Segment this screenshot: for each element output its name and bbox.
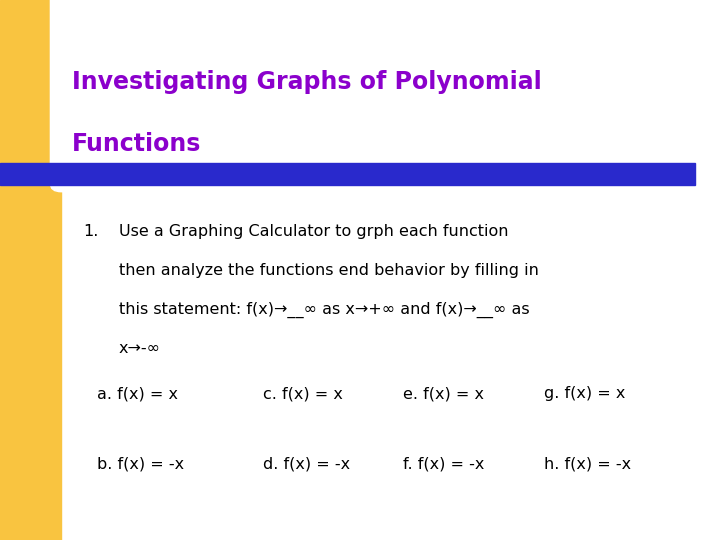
FancyBboxPatch shape	[50, 0, 720, 192]
Text: Use a Graphing Calculator to grph each function: Use a Graphing Calculator to grph each f…	[119, 224, 508, 239]
Text: g. f(x) = x: g. f(x) = x	[544, 386, 625, 401]
Text: d. f(x) = -x: d. f(x) = -x	[263, 456, 350, 471]
Text: a. f(x) = x: a. f(x) = x	[97, 386, 179, 401]
Text: 1.: 1.	[83, 224, 98, 239]
Text: x→-∞: x→-∞	[119, 341, 161, 356]
Text: Investigating Graphs of Polynomial: Investigating Graphs of Polynomial	[72, 70, 541, 94]
Text: c. f(x) = x: c. f(x) = x	[263, 386, 343, 401]
Bar	[61, 0, 720, 184]
Text: then analyze the functions end behavior by filling in: then analyze the functions end behavior …	[119, 263, 539, 278]
Bar	[0, 0, 61, 540]
Text: e. f(x) = x: e. f(x) = x	[403, 386, 485, 401]
Bar	[0, 163, 695, 185]
Text: h. f(x) = -x: h. f(x) = -x	[544, 456, 631, 471]
Text: this statement: f(x)→__∞ as x→+∞ and f(x)→__∞ as: this statement: f(x)→__∞ as x→+∞ and f(x…	[119, 302, 529, 318]
Text: f. f(x) = -x: f. f(x) = -x	[403, 456, 485, 471]
Text: Functions: Functions	[72, 132, 202, 156]
Text: b. f(x) = -x: b. f(x) = -x	[97, 456, 184, 471]
